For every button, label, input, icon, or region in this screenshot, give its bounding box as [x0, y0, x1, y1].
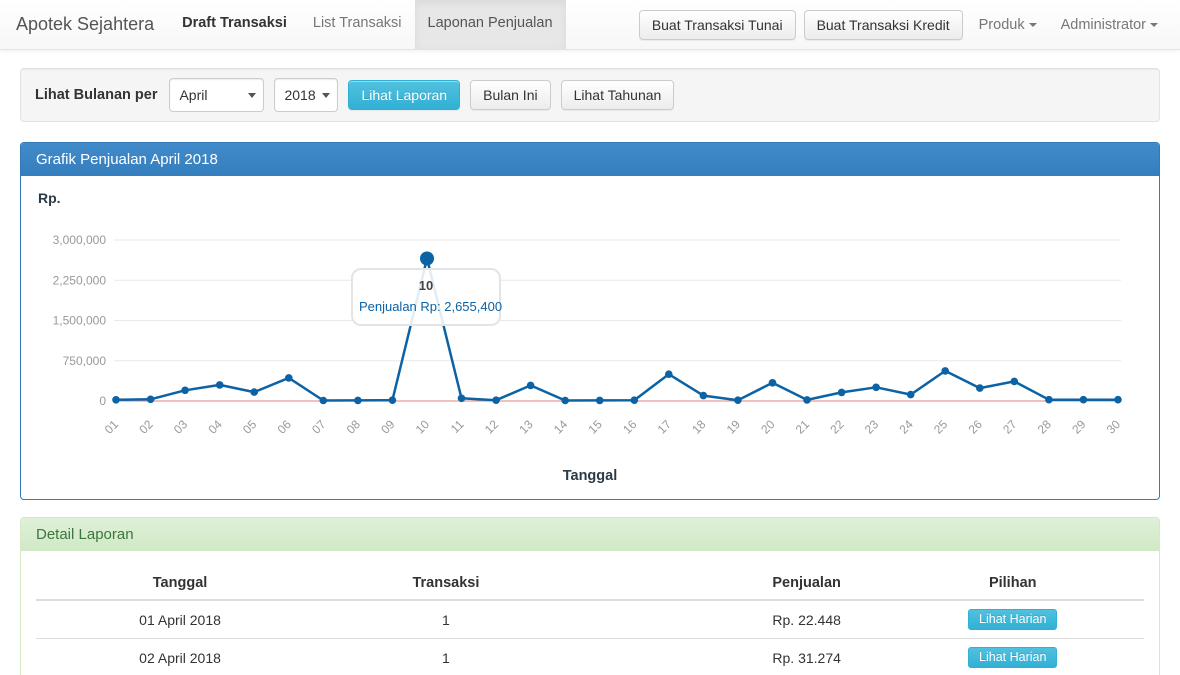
chart-panel-body: Rp. 0 750,000 1,500,000 2,250,000 3,000,000 0… [21, 176, 1159, 499]
administrator-dropdown-label: Administrator [1060, 16, 1146, 33]
cell-tanggal: 02 April 2018 [36, 638, 325, 675]
svg-text:12: 12 [482, 417, 502, 437]
svg-text:20: 20 [758, 417, 778, 437]
lihat-tahunan-button[interactable]: Lihat Tahunan [560, 80, 675, 110]
bulan-ini-button[interactable]: Bulan Ini [470, 80, 551, 110]
lihat-harian-button[interactable]: Lihat Harian [968, 609, 1058, 630]
svg-text:25: 25 [931, 417, 951, 437]
detail-panel-title: Detail Laporan [21, 518, 1159, 551]
select-caret-icon [322, 93, 331, 98]
svg-text:1,500,000: 1,500,000 [53, 314, 107, 328]
svg-text:28: 28 [1035, 417, 1055, 437]
svg-text:15: 15 [585, 417, 605, 437]
svg-text:3,000,000: 3,000,000 [53, 233, 107, 247]
svg-text:05: 05 [240, 417, 260, 437]
sales-chart-panel: Grafik Penjualan April 2018 Rp. 0 750,000… [20, 142, 1160, 500]
svg-text:03: 03 [171, 417, 191, 437]
svg-text:17: 17 [655, 417, 675, 437]
svg-text:30: 30 [1104, 417, 1124, 437]
year-select-value: 2018 [284, 87, 316, 103]
svg-text:19: 19 [724, 417, 744, 437]
col-header-tanggal: Tanggal [36, 569, 325, 601]
svg-text:2,250,000: 2,250,000 [53, 273, 107, 287]
table-row: 02 April 2018 1 Rp. 31.274 Lihat Harian [36, 638, 1144, 675]
lihat-laporan-button[interactable]: Lihat Laporan [348, 80, 461, 110]
buat-transaksi-kredit-button[interactable]: Buat Transaksi Kredit [803, 9, 963, 40]
cell-transaksi: 1 [324, 599, 568, 639]
svg-text:11: 11 [448, 417, 467, 436]
svg-text:10: 10 [413, 417, 433, 437]
svg-text:26: 26 [966, 417, 986, 437]
svg-text:06: 06 [275, 417, 295, 437]
cell-transaksi: 1 [324, 638, 568, 675]
cell-penjualan: Rp. 31.274 [567, 638, 934, 675]
svg-text:29: 29 [1069, 417, 1089, 437]
svg-text:27: 27 [1000, 417, 1020, 437]
svg-text:16: 16 [620, 417, 640, 437]
svg-text:02: 02 [136, 417, 156, 437]
lihat-harian-button[interactable]: Lihat Harian [968, 647, 1058, 668]
year-select[interactable]: 2018 [274, 78, 339, 112]
sales-line-chart[interactable]: 0 750,000 1,500,000 2,250,000 3,000,000 01 02 0… [36, 216, 1146, 454]
svg-text:24: 24 [896, 417, 916, 437]
nav-item-laporan-penjualan[interactable]: Laponan Penjualan [414, 0, 566, 49]
produk-dropdown[interactable]: Produk [971, 11, 1045, 39]
navbar-right: Buat Transaksi Tunai Buat Transaksi Kred… [638, 0, 1180, 49]
svg-text:14: 14 [551, 417, 571, 437]
svg-text:22: 22 [827, 417, 847, 437]
x-axis-title: Tanggal [562, 468, 618, 484]
y-axis-unit-label: Rp. [38, 190, 61, 206]
app-brand[interactable]: Apotek Sejahtera [16, 14, 155, 34]
detail-table: Tanggal Transaksi Penjualan Pilihan 01 A… [36, 569, 1144, 675]
month-select-value: April [179, 87, 208, 103]
caret-down-icon [1028, 22, 1037, 27]
svg-text:08: 08 [344, 417, 364, 437]
chart-canvas[interactable]: 0 750,000 1,500,000 2,250,000 3,000,000 01 02 0… [36, 216, 1146, 454]
navbar: Apotek Sejahtera Draft Transaksi List Tr… [0, 0, 1180, 50]
col-header-transaksi: Transaksi [324, 569, 568, 601]
col-header-pilihan: Pilihan [933, 569, 1144, 601]
svg-text:21: 21 [793, 417, 813, 437]
chart-panel-title: Grafik Penjualan April 2018 [21, 143, 1159, 176]
cell-penjualan: Rp. 22.448 [567, 599, 934, 639]
nav-item-list-transaksi[interactable]: List Transaksi [312, 15, 402, 31]
svg-text:18: 18 [689, 417, 709, 437]
svg-text:09: 09 [378, 417, 398, 437]
produk-dropdown-label: Produk [978, 16, 1025, 33]
svg-text:07: 07 [309, 417, 329, 437]
svg-text:0: 0 [99, 394, 106, 408]
detail-report-panel: Detail Laporan Tanggal Transaksi Penjual… [20, 517, 1160, 675]
select-caret-icon [248, 93, 257, 98]
svg-text:23: 23 [862, 417, 882, 437]
month-select[interactable]: April [169, 78, 265, 112]
filter-label: Lihat Bulanan per [35, 87, 158, 103]
col-header-penjualan: Penjualan [567, 569, 934, 601]
svg-text:750,000: 750,000 [63, 354, 107, 368]
buat-transaksi-tunai-button[interactable]: Buat Transaksi Tunai [638, 9, 796, 40]
svg-text:01: 01 [102, 417, 122, 437]
nav-item-draft-transaksi[interactable]: Draft Transaksi [182, 15, 287, 31]
svg-text:04: 04 [205, 417, 225, 437]
caret-down-icon [1150, 22, 1158, 27]
cell-tanggal: 01 April 2018 [36, 599, 325, 639]
detail-panel-body: Tanggal Transaksi Penjualan Pilihan 01 A… [21, 551, 1159, 675]
filter-bar: Lihat Bulanan per April 2018 Lihat Lapor… [20, 68, 1160, 122]
svg-text:13: 13 [516, 417, 536, 437]
administrator-dropdown[interactable]: Administrator [1053, 11, 1166, 39]
table-row: 01 April 2018 1 Rp. 22.448 Lihat Harian [36, 599, 1144, 639]
table-header-row: Tanggal Transaksi Penjualan Pilihan [36, 569, 1144, 601]
